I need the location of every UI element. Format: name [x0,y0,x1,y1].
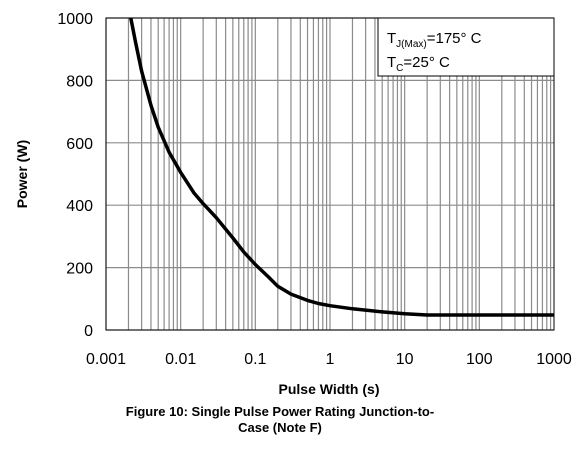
grid-lines [105,17,554,331]
x-tick-label: 0.001 [86,351,126,368]
y-tick-label: 1000 [57,11,93,28]
x-axis-label: Pulse Width (s) [279,381,380,397]
case-temp-label: TC=25° C [387,54,450,74]
x-tick-label: 100 [466,351,493,368]
series-line-power [129,17,554,317]
y-tick-labels: 0 200 400 600 800 1000 [57,11,93,340]
condition-box [377,17,555,77]
x-tick-label: 10 [396,351,414,368]
caption-line-2: Case (Note F) [238,420,322,435]
x-tick-label: 1 [326,351,335,368]
x-tick-labels: 0.001 0.01 0.1 1 10 100 1000 [86,351,572,368]
y-tick-label: 200 [66,261,93,278]
figure-caption: Figure 10: Single Pulse Power Rating Jun… [70,404,490,436]
x-tick-label: 0.01 [165,351,196,368]
x-tick-label: 1000 [536,351,572,368]
caption-line-1: Figure 10: Single Pulse Power Rating Jun… [125,404,435,419]
plot-frame [105,17,555,331]
y-axis-label: Power (W) [14,140,30,208]
y-tick-label: 800 [66,73,93,90]
junction-temp-label: TJ(Max)=175° C [387,30,482,50]
x-tick-label: 0.1 [244,351,266,368]
y-tick-label: 600 [66,136,93,153]
y-tick-label: 400 [66,198,93,215]
y-tick-label: 0 [84,323,93,340]
